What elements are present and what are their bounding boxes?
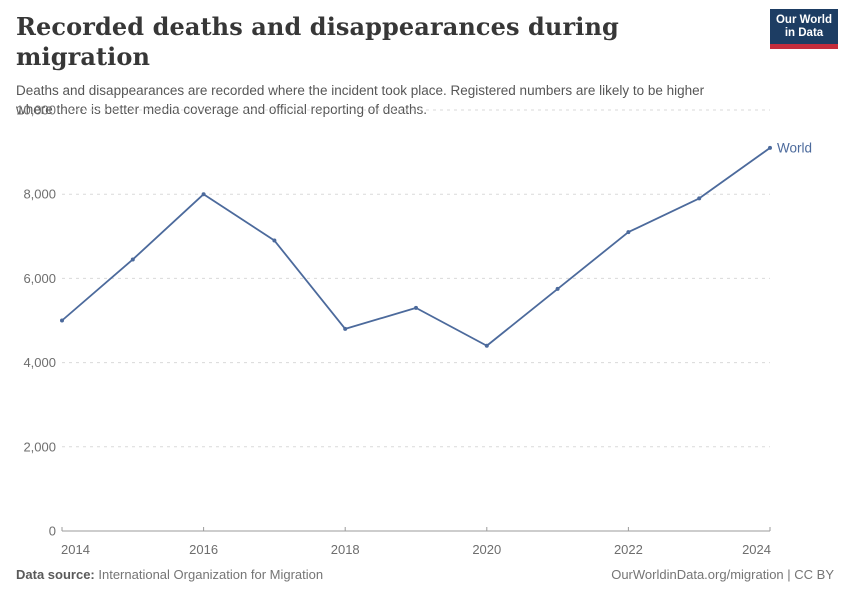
owid-logo: Our World in Data	[770, 9, 838, 49]
chart-footer: Data source: International Organization …	[16, 567, 834, 583]
data-point-2023[interactable]	[697, 196, 702, 201]
data-point-2017[interactable]	[272, 238, 277, 243]
owid-logo-line2: in Data	[784, 26, 824, 39]
data-point-2019[interactable]	[414, 305, 418, 310]
y-tick-label: 10,000	[16, 103, 56, 118]
y-tick-label: 6,000	[23, 271, 56, 286]
data-source-label: Data source:	[16, 567, 95, 582]
x-tick-label: 2018	[331, 542, 360, 557]
y-tick-label: 0	[49, 524, 56, 539]
data-point-2014[interactable]	[60, 318, 64, 323]
data-point-2016[interactable]	[201, 192, 206, 197]
y-tick-label: 2,000	[23, 439, 56, 454]
x-tick-label: 2022	[614, 542, 643, 557]
data-point-2015[interactable]	[130, 257, 135, 262]
x-tick-label: 2024	[742, 542, 771, 557]
data-point-2018[interactable]	[343, 326, 348, 331]
data-source: Data source: International Organization …	[16, 567, 323, 583]
y-tick-label: 8,000	[23, 187, 56, 202]
owid-logo-line1: Our World	[775, 13, 832, 26]
chart-subtitle: Deaths and disappearances are recorded w…	[16, 83, 705, 117]
series-label-world[interactable]: World	[777, 140, 812, 155]
data-source-value: International Organization for Migration	[98, 567, 324, 582]
data-point-2024[interactable]	[768, 145, 772, 150]
x-tick-label: 2016	[189, 542, 218, 557]
page-title: Recorded deaths and disappearances durin…	[16, 12, 619, 71]
chart-header: Recorded deaths and disappearances durin…	[16, 12, 754, 119]
y-tick-label: 4,000	[23, 355, 56, 370]
x-tick-label: 2014	[61, 542, 90, 557]
data-point-2021[interactable]	[555, 286, 560, 291]
x-tick-label: 2020	[472, 542, 501, 557]
data-point-2022[interactable]	[626, 230, 631, 235]
line-world	[61, 146, 771, 347]
migration-deaths-line-chart[interactable]: 0 2,000 4,000 6,000 8,000 10,000 2014 2016 2018 2…	[0, 95, 850, 565]
license-link[interactable]: OurWorldinData.org/migration | CC BY	[611, 567, 834, 582]
data-point-2020[interactable]	[484, 343, 489, 348]
